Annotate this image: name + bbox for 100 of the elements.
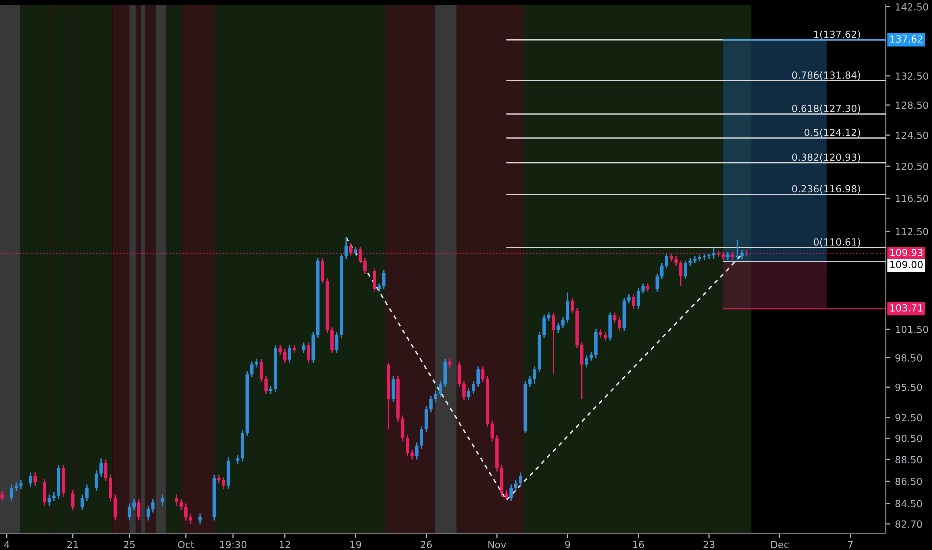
candlestick: [510, 484, 513, 502]
candlestick: [594, 328, 598, 359]
candlestick: [10, 484, 14, 502]
candlestick: [552, 312, 556, 376]
candlestick: [128, 503, 132, 522]
ref-line-label: 0(110.61): [814, 238, 860, 248]
ref-line-label: 109.00: [890, 261, 923, 268]
candlestick: [420, 425, 424, 450]
candlestick: [104, 459, 108, 482]
candlestick: [392, 376, 396, 404]
candlestick: [48, 494, 52, 507]
candlestick: [34, 472, 37, 487]
candlestick: [52, 492, 56, 502]
candlestick: [222, 476, 226, 490]
candlestick: [438, 380, 442, 398]
y-tick-label: 112.50: [896, 228, 928, 236]
ref-line-label: 1(137.62): [814, 30, 860, 40]
candlestick: [114, 494, 118, 522]
candlestick: [100, 458, 103, 478]
candlestick: [434, 390, 438, 404]
candlestick: [283, 348, 287, 364]
candlestick: [608, 312, 612, 342]
y-tick-label: 82.70: [896, 520, 922, 528]
candlestick: [636, 288, 640, 310]
candlestick: [562, 316, 565, 330]
candlestick: [585, 354, 588, 368]
candlestick: [288, 344, 292, 364]
x-tick-label: 16: [633, 541, 644, 548]
y-tick-label: 142.50: [896, 3, 928, 11]
candlestick: [665, 253, 669, 270]
candlestick: [160, 494, 164, 507]
x-tick-label: 4: [4, 541, 10, 548]
x-tick-label: 12: [280, 541, 290, 548]
candlestick: [656, 273, 660, 292]
ref-line-label: 137.62: [890, 36, 923, 43]
candlestick: [189, 513, 193, 525]
x-tick-label: Oct: [178, 541, 194, 548]
candlestick: [628, 294, 631, 304]
candlestick: [444, 358, 448, 388]
candlestick: [302, 342, 306, 354]
ref-line-label: 0.786(131.84): [792, 72, 860, 80]
candlestick: [86, 484, 89, 502]
candlestick: [519, 472, 522, 488]
candlestick: [472, 380, 476, 396]
candlestick: [250, 361, 254, 378]
y-tick-label: 84.50: [896, 500, 922, 508]
candlestick: [424, 406, 428, 433]
candlestick: [684, 260, 688, 280]
candlestick: [618, 316, 622, 332]
y-tick-label: 132.50: [896, 72, 928, 80]
candlestick: [467, 388, 471, 402]
candlestick: [364, 258, 367, 275]
ref-line-label: 0.618(127.30): [792, 104, 860, 114]
candlestick: [137, 498, 141, 522]
candlestick: [542, 314, 546, 339]
candlestick: [307, 342, 310, 364]
candlestick: [180, 498, 184, 512]
x-tick-label: 26: [421, 541, 432, 548]
y-tick-label: 101.50: [896, 326, 928, 334]
candlestick: [736, 240, 740, 261]
candlestick: [514, 480, 518, 492]
y-tick-label: 86.50: [896, 478, 922, 486]
candlestick: [109, 474, 112, 502]
candlestick: [556, 322, 560, 334]
candlestick: [476, 366, 480, 388]
candlestick: [410, 450, 414, 460]
candlestick: [28, 472, 32, 488]
candlestick: [458, 361, 462, 388]
ref-line-label: 0.382(120.93): [792, 154, 860, 162]
candlestick: [481, 366, 485, 384]
candlestick: [660, 262, 664, 280]
x-tick-label: Dec: [772, 541, 789, 548]
x-tick-label: 21: [68, 541, 78, 548]
y-tick-label: 92.50: [896, 414, 922, 422]
x-tick-label: 19: [350, 541, 362, 548]
candlestick: [401, 415, 405, 442]
x-tick-label: 19:30: [220, 541, 247, 548]
candlestick: [264, 376, 268, 396]
candlestick: [175, 494, 178, 507]
candlestick: [152, 498, 155, 514]
x-tick-label: 9: [565, 541, 570, 548]
candlestick: [321, 258, 324, 284]
y-tick-label: 116.50: [896, 194, 928, 202]
candlestick: [570, 298, 574, 314]
candlestick: [406, 434, 410, 458]
y-tick-label: 124.50: [896, 132, 928, 140]
candlestick: [415, 442, 419, 460]
candlestick: [94, 470, 98, 492]
ref-line-label: 0.5(124.12): [804, 128, 860, 138]
candlestick: [580, 342, 584, 400]
candlestick: [642, 283, 645, 294]
ref-line-label: 109.93: [890, 249, 923, 256]
y-tick-label: 95.50: [896, 384, 922, 392]
x-tick-label: Nov: [488, 541, 506, 548]
candlestick: [632, 294, 636, 310]
candlestick: [382, 270, 386, 290]
ref-line-label: 0.236(116.98): [792, 185, 860, 194]
y-tick-label: 128.50: [896, 102, 928, 110]
candlestick: [80, 494, 84, 512]
candlestick: [504, 490, 508, 501]
